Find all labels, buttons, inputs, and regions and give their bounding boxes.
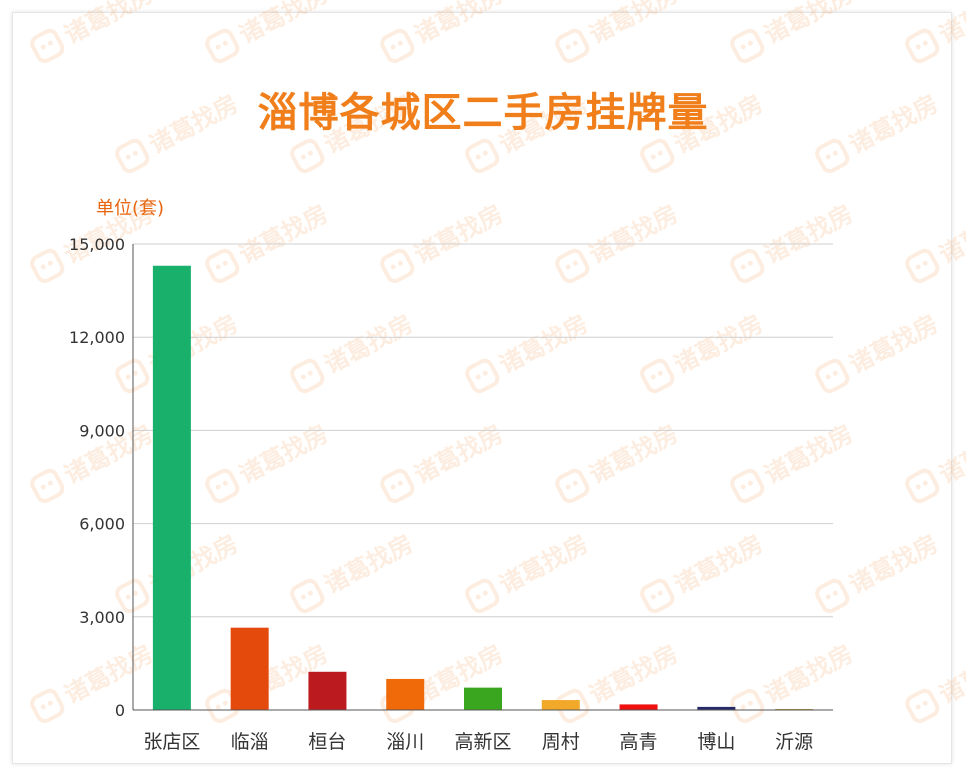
svg-text:诸葛找房: 诸葛找房 [235,200,333,270]
svg-text:诸葛找房: 诸葛找房 [495,530,593,600]
watermark-logo: 诸葛找房 [555,200,683,284]
x-tick-label: 临淄 [231,731,269,753]
svg-text:诸葛找房: 诸葛找房 [760,0,858,49]
watermark-logo: 诸葛找房 [905,0,966,64]
watermark-logo: 诸葛找房 [290,530,418,614]
watermark-logo: 诸葛找房 [640,310,768,394]
watermark-logo: 诸葛找房 [905,640,966,724]
svg-text:诸葛找房: 诸葛找房 [60,0,158,49]
watermark-logo: 诸葛找房 [115,90,243,174]
y-tick-label: 6,000 [79,515,125,534]
watermark-logo: 诸葛找房 [730,200,858,284]
watermark-logo: 诸葛找房 [640,90,768,174]
y-tick-label: 15,000 [69,235,125,254]
x-tick-label: 张店区 [143,731,200,753]
svg-text:诸葛找房: 诸葛找房 [845,310,943,380]
watermark-logo: 诸葛找房 [465,310,593,394]
watermark-logo: 诸葛找房 [380,420,508,504]
svg-text:诸葛找房: 诸葛找房 [935,640,966,710]
y-tick-label: 9,000 [79,421,125,440]
svg-text:诸葛找房: 诸葛找房 [760,640,858,710]
svg-text:诸葛找房: 诸葛找房 [670,310,768,380]
watermark-logo: 诸葛找房 [730,640,858,724]
svg-text:诸葛找房: 诸葛找房 [935,200,966,270]
svg-text:诸葛找房: 诸葛找房 [60,640,158,710]
svg-text:诸葛找房: 诸葛找房 [410,0,508,49]
bar [541,700,580,710]
svg-text:诸葛找房: 诸葛找房 [145,90,243,160]
watermark-logo: 诸葛找房 [30,0,158,64]
watermark-logo: 诸葛找房 [815,90,943,174]
watermark-logo: 诸葛找房 [290,90,418,174]
watermark-logo: 诸葛找房 [815,530,943,614]
svg-text:诸葛找房: 诸葛找房 [760,200,858,270]
x-tick-label: 淄川 [386,731,424,753]
x-tick-label: 沂源 [775,731,813,753]
watermark-logo: 诸葛找房 [205,0,333,64]
x-tick-label: 高青 [620,731,658,753]
bar [152,265,191,710]
svg-text:诸葛找房: 诸葛找房 [320,90,418,160]
watermark-logo: 诸葛找房 [465,90,593,174]
y-tick-label: 12,000 [69,328,125,347]
watermark-logo: 诸葛找房 [380,200,508,284]
svg-text:诸葛找房: 诸葛找房 [670,530,768,600]
x-tick-label: 桓台 [308,731,346,753]
watermark-logo: 诸葛找房 [555,640,683,724]
svg-text:诸葛找房: 诸葛找房 [585,640,683,710]
y-axis-unit-label: 单位(套) [96,198,165,219]
watermark-logo: 诸葛找房 [730,0,858,64]
watermark-logo: 诸葛找房 [465,530,593,614]
watermark-logo: 诸葛找房 [905,420,966,504]
svg-text:诸葛找房: 诸葛找房 [845,530,943,600]
bar [619,704,658,710]
watermark-logo: 诸葛找房 [815,310,943,394]
watermark-logo: 诸葛找房 [640,530,768,614]
y-tick-label: 0 [115,701,125,720]
watermark-logo: 诸葛找房 [905,200,966,284]
y-tick-label: 3,000 [79,608,125,627]
watermark-logo: 诸葛找房 [205,200,333,284]
bar [230,627,269,710]
watermark-logo: 诸葛找房 [30,640,158,724]
svg-text:诸葛找房: 诸葛找房 [935,420,966,490]
svg-text:诸葛找房: 诸葛找房 [320,530,418,600]
svg-text:诸葛找房: 诸葛找房 [410,200,508,270]
bar [386,678,425,710]
svg-text:诸葛找房: 诸葛找房 [320,310,418,380]
svg-text:诸葛找房: 诸葛找房 [585,200,683,270]
watermark-logo: 诸葛找房 [730,420,858,504]
x-tick-label: 高新区 [454,731,511,753]
bar [308,671,347,710]
svg-text:诸葛找房: 诸葛找房 [935,0,966,49]
x-tick-label: 博山 [697,731,735,753]
x-tick-labels: 张店区 临淄 桓台 淄川 高新区 周村 高青 博山 沂源 [143,731,813,753]
grid-lines [133,243,833,618]
watermark-logo: 诸葛找房 [380,0,508,64]
watermark-logo: 诸葛找房 [290,310,418,394]
axes [132,244,833,711]
watermark-logo: 诸葛找房 [205,420,333,504]
y-tick-labels: 0 3,000 6,000 9,000 12,000 15,000 [69,235,125,720]
watermark-logo: 诸葛找房 [555,0,683,64]
svg-text:诸葛找房: 诸葛找房 [495,310,593,380]
svg-text:诸葛找房: 诸葛找房 [670,90,768,160]
svg-text:诸葛找房: 诸葛找房 [235,0,333,49]
svg-text:诸葛找房: 诸葛找房 [495,90,593,160]
watermark-logo: 诸葛找房 [555,420,683,504]
bar [464,687,502,710]
svg-text:诸葛找房: 诸葛找房 [585,0,683,49]
chart-title: 淄博各城区二手房挂牌量 [257,90,709,136]
x-tick-label: 周村 [542,731,580,753]
svg-text:诸葛找房: 诸葛找房 [845,90,943,160]
bars [152,265,814,711]
bar [697,706,736,710]
